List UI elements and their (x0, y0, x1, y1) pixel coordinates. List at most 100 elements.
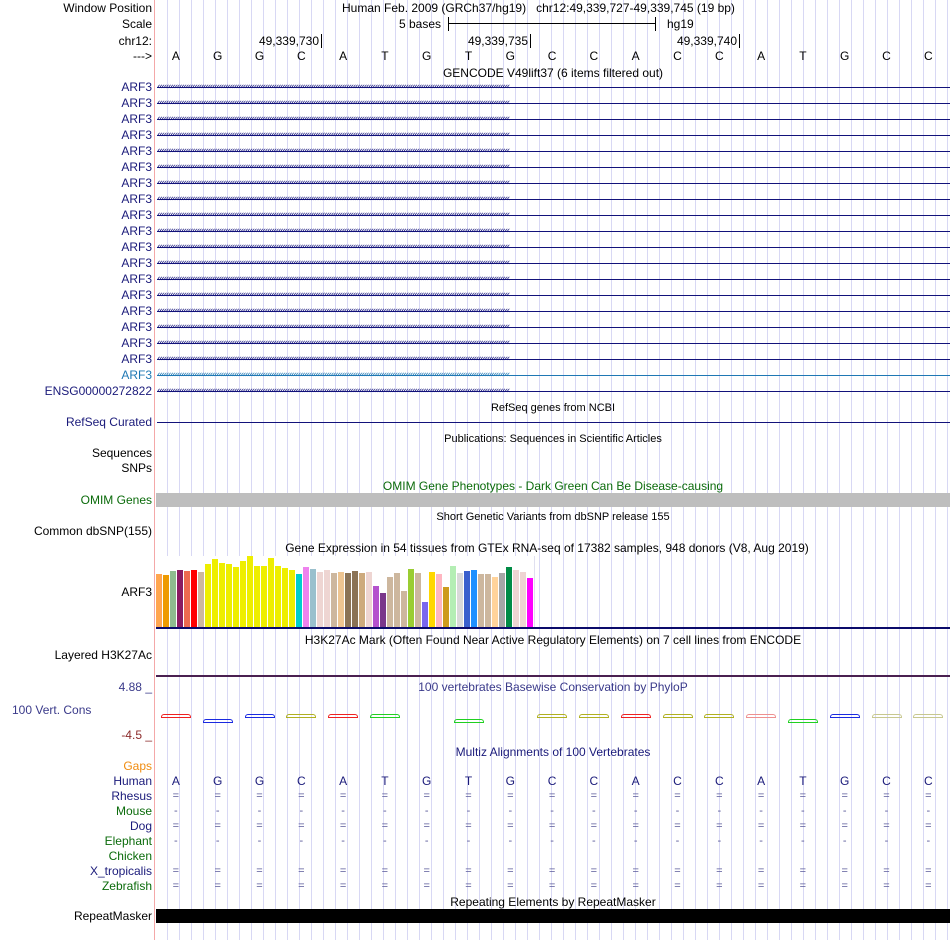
omim-label[interactable]: OMIM Genes (80, 493, 152, 507)
gtex-tissue-bar[interactable] (429, 572, 435, 627)
gtex-tissue-bar[interactable] (324, 570, 330, 627)
gene-label[interactable]: ARF3 (121, 368, 152, 382)
gene-label[interactable]: ARF3 (121, 272, 152, 286)
species-label[interactable]: Mouse (115, 804, 152, 818)
gene-feature[interactable]: ‹‹‹‹‹‹‹‹‹‹‹‹‹‹‹‹‹‹‹‹‹‹‹‹‹‹‹‹‹‹‹‹‹‹‹‹‹‹‹‹… (157, 83, 950, 92)
gtex-tissue-bar[interactable] (373, 586, 379, 627)
gtex-tissue-bar[interactable] (366, 572, 372, 627)
gtex-tissue-bar[interactable] (331, 573, 337, 627)
gtex-tissue-bar[interactable] (282, 568, 288, 627)
gene-feature[interactable]: ‹‹‹‹‹‹‹‹‹‹‹‹‹‹‹‹‹‹‹‹‹‹‹‹‹‹‹‹‹‹‹‹‹‹‹‹‹‹‹‹… (157, 163, 950, 172)
gene-feature[interactable]: ‹‹‹‹‹‹‹‹‹‹‹‹‹‹‹‹‹‹‹‹‹‹‹‹‹‹‹‹‹‹‹‹‹‹‹‹‹‹‹‹… (157, 243, 950, 252)
gtex-tissue-bar[interactable] (457, 573, 463, 627)
gtex-tissue-bar[interactable] (471, 570, 477, 627)
gtex-tissue-bar[interactable] (317, 572, 323, 627)
gtex-tissue-bar[interactable] (506, 567, 512, 627)
gtex-tissue-bar[interactable] (401, 591, 407, 627)
gene-feature[interactable]: ‹‹‹‹‹‹‹‹‹‹‹‹‹‹‹‹‹‹‹‹‹‹‹‹‹‹‹‹‹‹‹‹‹‹‹‹‹‹‹‹… (157, 371, 950, 380)
gtex-tissue-bar[interactable] (191, 570, 197, 627)
gene-feature[interactable]: ‹‹‹‹‹‹‹‹‹‹‹‹‹‹‹‹‹‹‹‹‹‹‹‹‹‹‹‹‹‹‹‹‹‹‹‹‹‹‹‹… (157, 131, 950, 140)
gene-feature[interactable]: ‹‹‹‹‹‹‹‹‹‹‹‹‹‹‹‹‹‹‹‹‹‹‹‹‹‹‹‹‹‹‹‹‹‹‹‹‹‹‹‹… (157, 179, 950, 188)
gtex-tissue-bar[interactable] (345, 573, 351, 627)
gene-feature[interactable]: ‹‹‹‹‹‹‹‹‹‹‹‹‹‹‹‹‹‹‹‹‹‹‹‹‹‹‹‹‹‹‹‹‹‹‹‹‹‹‹‹… (157, 387, 950, 396)
gene-feature[interactable]: ‹‹‹‹‹‹‹‹‹‹‹‹‹‹‹‹‹‹‹‹‹‹‹‹‹‹‹‹‹‹‹‹‹‹‹‹‹‹‹‹… (157, 99, 950, 108)
gene-label[interactable]: ARF3 (121, 160, 152, 174)
gtex-tissue-bar[interactable] (478, 574, 484, 627)
gene-label[interactable]: ARF3 (121, 336, 152, 350)
gene-label[interactable]: ARF3 (121, 112, 152, 126)
publications-label-sequences[interactable]: Sequences (91, 446, 152, 460)
gene-feature[interactable]: ‹‹‹‹‹‹‹‹‹‹‹‹‹‹‹‹‹‹‹‹‹‹‹‹‹‹‹‹‹‹‹‹‹‹‹‹‹‹‹‹… (157, 307, 950, 316)
gtex-tissue-bar[interactable] (394, 573, 400, 627)
gene-feature[interactable]: ‹‹‹‹‹‹‹‹‹‹‹‹‹‹‹‹‹‹‹‹‹‹‹‹‹‹‹‹‹‹‹‹‹‹‹‹‹‹‹‹… (157, 355, 950, 364)
gtex-title[interactable]: Gene Expression in 54 tissues from GTEx … (285, 541, 809, 555)
gtex-tissue-bar[interactable] (261, 566, 267, 627)
repeatmasker-label[interactable]: RepeatMasker (73, 909, 152, 923)
gtex-tissue-bar[interactable] (450, 566, 456, 627)
gtex-tissue-bar[interactable] (499, 573, 505, 627)
gtex-tissue-bar[interactable] (380, 593, 386, 627)
gtex-tissue-bar[interactable] (219, 563, 225, 627)
gene-feature[interactable]: ‹‹‹‹‹‹‹‹‹‹‹‹‹‹‹‹‹‹‹‹‹‹‹‹‹‹‹‹‹‹‹‹‹‹‹‹‹‹‹‹… (157, 259, 950, 268)
gtex-tissue-bar[interactable] (527, 578, 533, 627)
gene-label[interactable]: ARF3 (121, 96, 152, 110)
gtex-tissue-bar[interactable] (443, 587, 449, 627)
gtex-chart[interactable] (155, 556, 535, 628)
dbsnp-label[interactable]: Common dbSNP(155) (33, 524, 152, 538)
gtex-tissue-bar[interactable] (296, 574, 302, 627)
gtex-tissue-bar[interactable] (156, 574, 162, 627)
gtex-tissue-bar[interactable] (485, 574, 491, 627)
gtex-tissue-bar[interactable] (212, 559, 218, 627)
gene-label[interactable]: ARF3 (121, 256, 152, 270)
repeatmasker-bar[interactable] (156, 909, 950, 923)
gene-label[interactable]: ARF3 (121, 208, 152, 222)
species-label[interactable]: Zebrafish (101, 879, 152, 893)
dbsnp-title[interactable]: Short Genetic Variants from dbSNP releas… (436, 511, 670, 523)
gtex-tissue-bar[interactable] (310, 569, 316, 627)
gtex-tissue-bar[interactable] (177, 570, 183, 627)
gene-label[interactable]: ARF3 (121, 80, 152, 94)
gene-label[interactable]: ARF3 (121, 176, 152, 190)
gene-label[interactable]: ARF3 (121, 224, 152, 238)
gene-label[interactable]: ARF3 (121, 128, 152, 142)
species-label[interactable]: Dog (129, 819, 152, 833)
species-label[interactable]: Chicken (108, 849, 152, 863)
refseq-label[interactable]: RefSeq Curated (65, 415, 152, 429)
species-label[interactable]: Human (113, 774, 152, 788)
gene-feature[interactable]: ‹‹‹‹‹‹‹‹‹‹‹‹‹‹‹‹‹‹‹‹‹‹‹‹‹‹‹‹‹‹‹‹‹‹‹‹‹‹‹‹… (157, 291, 950, 300)
gtex-tissue-bar[interactable] (289, 570, 295, 627)
gtex-tissue-bar[interactable] (492, 577, 498, 627)
gtex-tissue-bar[interactable] (226, 564, 232, 627)
gtex-tissue-bar[interactable] (275, 566, 281, 627)
multiz-title[interactable]: Multiz Alignments of 100 Vertebrates (455, 745, 651, 759)
gtex-tissue-bar[interactable] (513, 570, 519, 627)
repeatmasker-title[interactable]: Repeating Elements by RepeatMasker (450, 895, 656, 909)
gtex-tissue-bar[interactable] (198, 572, 204, 627)
species-label[interactable]: X_tropicalis (89, 864, 152, 878)
gene-feature[interactable]: ‹‹‹‹‹‹‹‹‹‹‹‹‹‹‹‹‹‹‹‹‹‹‹‹‹‹‹‹‹‹‹‹‹‹‹‹‹‹‹‹… (157, 195, 950, 204)
gtex-tissue-bar[interactable] (233, 566, 239, 627)
publications-label-snps[interactable]: SNPs (121, 461, 152, 475)
omim-title[interactable]: OMIM Gene Phenotypes - Dark Green Can Be… (382, 479, 724, 493)
species-label[interactable]: Rhesus (111, 789, 152, 803)
gene-label[interactable]: ARF3 (121, 144, 152, 158)
refseq-line[interactable] (157, 422, 950, 423)
gtex-tissue-bar[interactable] (387, 577, 393, 627)
gtex-tissue-bar[interactable] (520, 572, 526, 627)
gene-label[interactable]: ARF3 (121, 288, 152, 302)
gtex-tissue-bar[interactable] (268, 558, 274, 627)
gene-label[interactable]: ARF3 (121, 352, 152, 366)
gtex-tissue-bar[interactable] (170, 571, 176, 627)
gaps-label[interactable]: Gaps (123, 759, 152, 773)
h3k27ac-title[interactable]: H3K27Ac Mark (Often Found Near Active Re… (304, 633, 802, 647)
gene-label[interactable]: ARF3 (121, 240, 152, 254)
gene-feature[interactable]: ‹‹‹‹‹‹‹‹‹‹‹‹‹‹‹‹‹‹‹‹‹‹‹‹‹‹‹‹‹‹‹‹‹‹‹‹‹‹‹‹… (157, 275, 950, 284)
publications-title[interactable]: Publications: Sequences in Scientific Ar… (444, 433, 662, 445)
gene-label[interactable]: ENSG00000272822 (44, 384, 152, 398)
gene-feature[interactable]: ‹‹‹‹‹‹‹‹‹‹‹‹‹‹‹‹‹‹‹‹‹‹‹‹‹‹‹‹‹‹‹‹‹‹‹‹‹‹‹‹… (157, 339, 950, 348)
gtex-tissue-bar[interactable] (184, 571, 190, 627)
gtex-tissue-bar[interactable] (254, 566, 260, 627)
gtex-tissue-bar[interactable] (338, 572, 344, 627)
gtex-tissue-bar[interactable] (464, 571, 470, 627)
gene-feature[interactable]: ‹‹‹‹‹‹‹‹‹‹‹‹‹‹‹‹‹‹‹‹‹‹‹‹‹‹‹‹‹‹‹‹‹‹‹‹‹‹‹‹… (157, 227, 950, 236)
